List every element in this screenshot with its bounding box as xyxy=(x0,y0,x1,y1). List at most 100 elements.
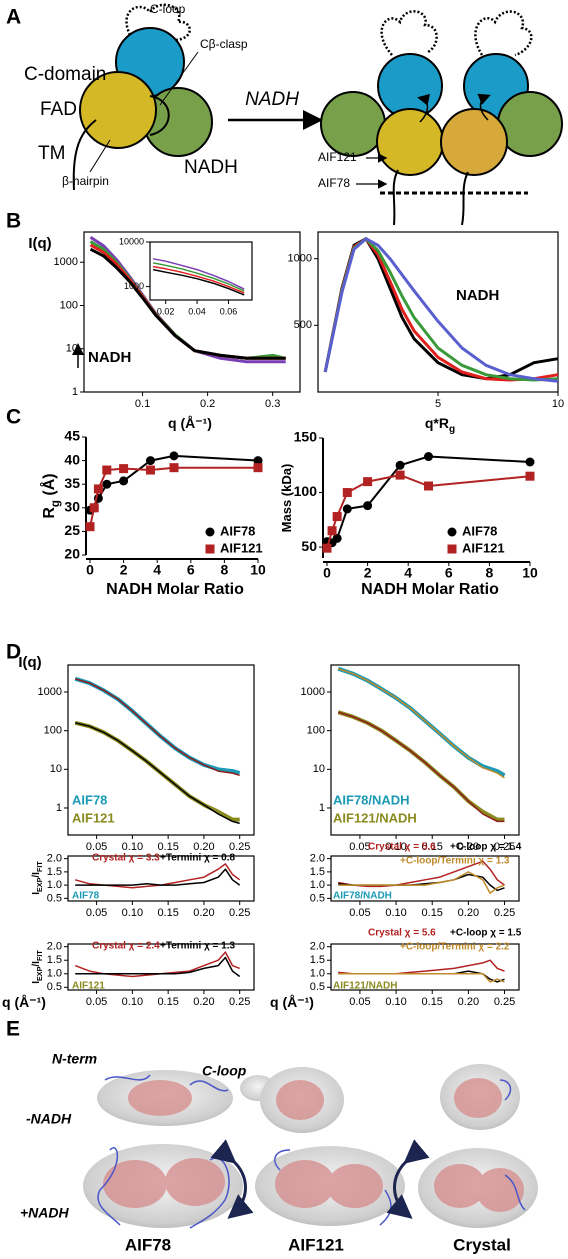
y-tick-label: 2.0 xyxy=(310,941,325,953)
panel-label: D xyxy=(6,641,21,664)
x-tick-label: 0.10 xyxy=(385,841,406,853)
annotation: AIF121 xyxy=(72,810,115,825)
y-tick-label: 2.0 xyxy=(310,853,325,865)
marker xyxy=(395,460,405,470)
x-tick-label: 8 xyxy=(221,562,229,578)
x-tick-label: 0.02 xyxy=(157,306,175,316)
y-axis-label: Rg (Å) xyxy=(39,473,62,518)
x-tick-label: 10 xyxy=(552,398,564,410)
y-tick-label: 10 xyxy=(50,763,62,775)
diagram-label: β-hairpin xyxy=(62,174,109,188)
x-tick-label: 0.04 xyxy=(188,306,206,316)
x-tick-label: 0.1 xyxy=(135,398,150,410)
column-label: Crystal xyxy=(453,1235,511,1254)
x-tick-label: 0.15 xyxy=(157,841,178,853)
marker xyxy=(93,484,103,494)
x-tick-label: 0.20 xyxy=(193,907,214,919)
diagram-label: NADH xyxy=(184,157,238,178)
chart: 1 10 100 1000 0.05 0.10 0.15 0.20 0.25 AIF78/NADH… xyxy=(301,664,520,853)
series-line xyxy=(75,956,241,978)
y-tick-label: 2.0 xyxy=(47,853,62,865)
label-part: EXP xyxy=(35,966,44,981)
y-tick-label: 1 xyxy=(319,802,325,814)
x-tick-label: 6 xyxy=(445,565,453,581)
x-tick-label: 10 xyxy=(522,565,538,581)
x-tick-label: 6 xyxy=(187,562,195,578)
x-tick-label: 0.15 xyxy=(157,907,178,919)
annotation: AIF121/NADH xyxy=(333,981,397,992)
model-label: N-term xyxy=(52,1051,97,1067)
plot-frame xyxy=(67,664,255,836)
model-label: C-loop xyxy=(202,1063,247,1079)
legend-label: AIF78 xyxy=(220,523,255,538)
series-line xyxy=(89,247,286,360)
diagram-label: C-loop xyxy=(150,2,186,16)
y-tick-label: 1000 xyxy=(124,281,144,291)
x-tick-label: 0.06 xyxy=(220,306,238,316)
plot-frame xyxy=(330,664,520,836)
marker xyxy=(85,522,95,532)
column-label: AIF121 xyxy=(288,1235,344,1254)
annotation: +Termini χ = 0.8 xyxy=(160,853,235,864)
x-tick-label: 0.20 xyxy=(193,996,214,1008)
y-tick-label: 50 xyxy=(301,538,317,554)
diagram-label: AIF78 xyxy=(318,176,350,190)
y-tick-label: 1000 xyxy=(54,256,78,268)
marker xyxy=(395,470,405,480)
label-part: q (Å⁻¹) xyxy=(270,994,314,1010)
label-part: q (Å⁻¹) xyxy=(2,994,46,1010)
x-tick-label: 0.15 xyxy=(157,996,178,1008)
annotation: Crystal χ = 5.6 xyxy=(368,842,436,853)
x-tick-label: 0.05 xyxy=(349,907,370,919)
y-tick-label: 1 xyxy=(56,802,62,814)
annotation: AIF78 xyxy=(72,792,107,807)
chart: 0.51.0 1.52.0 0.05 0.10 0.15 0.20 0.25 q (Å⁻¹) I… xyxy=(2,941,255,1010)
label-part: I xyxy=(31,981,42,984)
y-tick-label: 100 xyxy=(44,725,62,737)
series-line xyxy=(338,871,505,894)
label-part: g xyxy=(50,500,62,507)
x-tick-label: 0.25 xyxy=(494,841,515,853)
marker xyxy=(169,451,179,461)
y-axis-label: IEXP/IFIT xyxy=(31,861,45,895)
legend-marker xyxy=(447,527,457,537)
diagram-label: AIF121 xyxy=(318,150,357,164)
y-tick-label: 1.0 xyxy=(47,879,62,891)
y-tick-label: 0.5 xyxy=(310,892,325,904)
x-tick-label: 0.2 xyxy=(200,398,215,410)
annotation: AIF78/NADH xyxy=(333,792,410,807)
x-tick-label: 0.05 xyxy=(86,841,107,853)
label-part: NADH Molar Ratio xyxy=(106,581,244,598)
x-tick-label: 0.20 xyxy=(458,996,479,1008)
plot-frame xyxy=(67,855,255,902)
y-tick-label: 1.5 xyxy=(310,954,325,966)
x-tick-label: 0.15 xyxy=(422,996,443,1008)
annotation: AIF121 xyxy=(72,981,105,992)
label-part: q*R xyxy=(425,415,449,431)
y-tick-label: 1.5 xyxy=(310,866,325,878)
marker xyxy=(253,456,263,466)
marker xyxy=(342,504,352,514)
marker xyxy=(525,471,535,481)
y-tick-label: 1.5 xyxy=(47,866,62,878)
label-part: NADH Molar Ratio xyxy=(361,581,499,598)
y-tick-label: 35 xyxy=(64,475,80,491)
x-tick-label: 0.10 xyxy=(122,907,143,919)
diagram-label: TM xyxy=(38,143,65,164)
marker xyxy=(424,481,433,491)
y-tick-label: 1.0 xyxy=(310,879,325,891)
model-label: -NADH xyxy=(26,1111,72,1127)
x-axis-label: q*Rg xyxy=(425,415,455,435)
chart: 1000 10000 0.02 0.04 0.06 xyxy=(119,236,253,316)
label-part: EXP xyxy=(35,877,44,892)
x-axis-label: q (Å⁻¹) xyxy=(168,415,212,431)
label-part: R xyxy=(41,507,58,519)
y-tick-label: 30 xyxy=(64,499,80,515)
label-part: Mass (kDa) xyxy=(279,464,294,533)
x-tick-label: 0.3 xyxy=(265,398,280,410)
series-line xyxy=(337,711,505,823)
series-line xyxy=(337,667,505,779)
y-axis-label: Mass (kDa) xyxy=(279,464,294,533)
x-axis-label: NADH Molar Ratio xyxy=(361,581,499,598)
marker xyxy=(102,465,112,475)
